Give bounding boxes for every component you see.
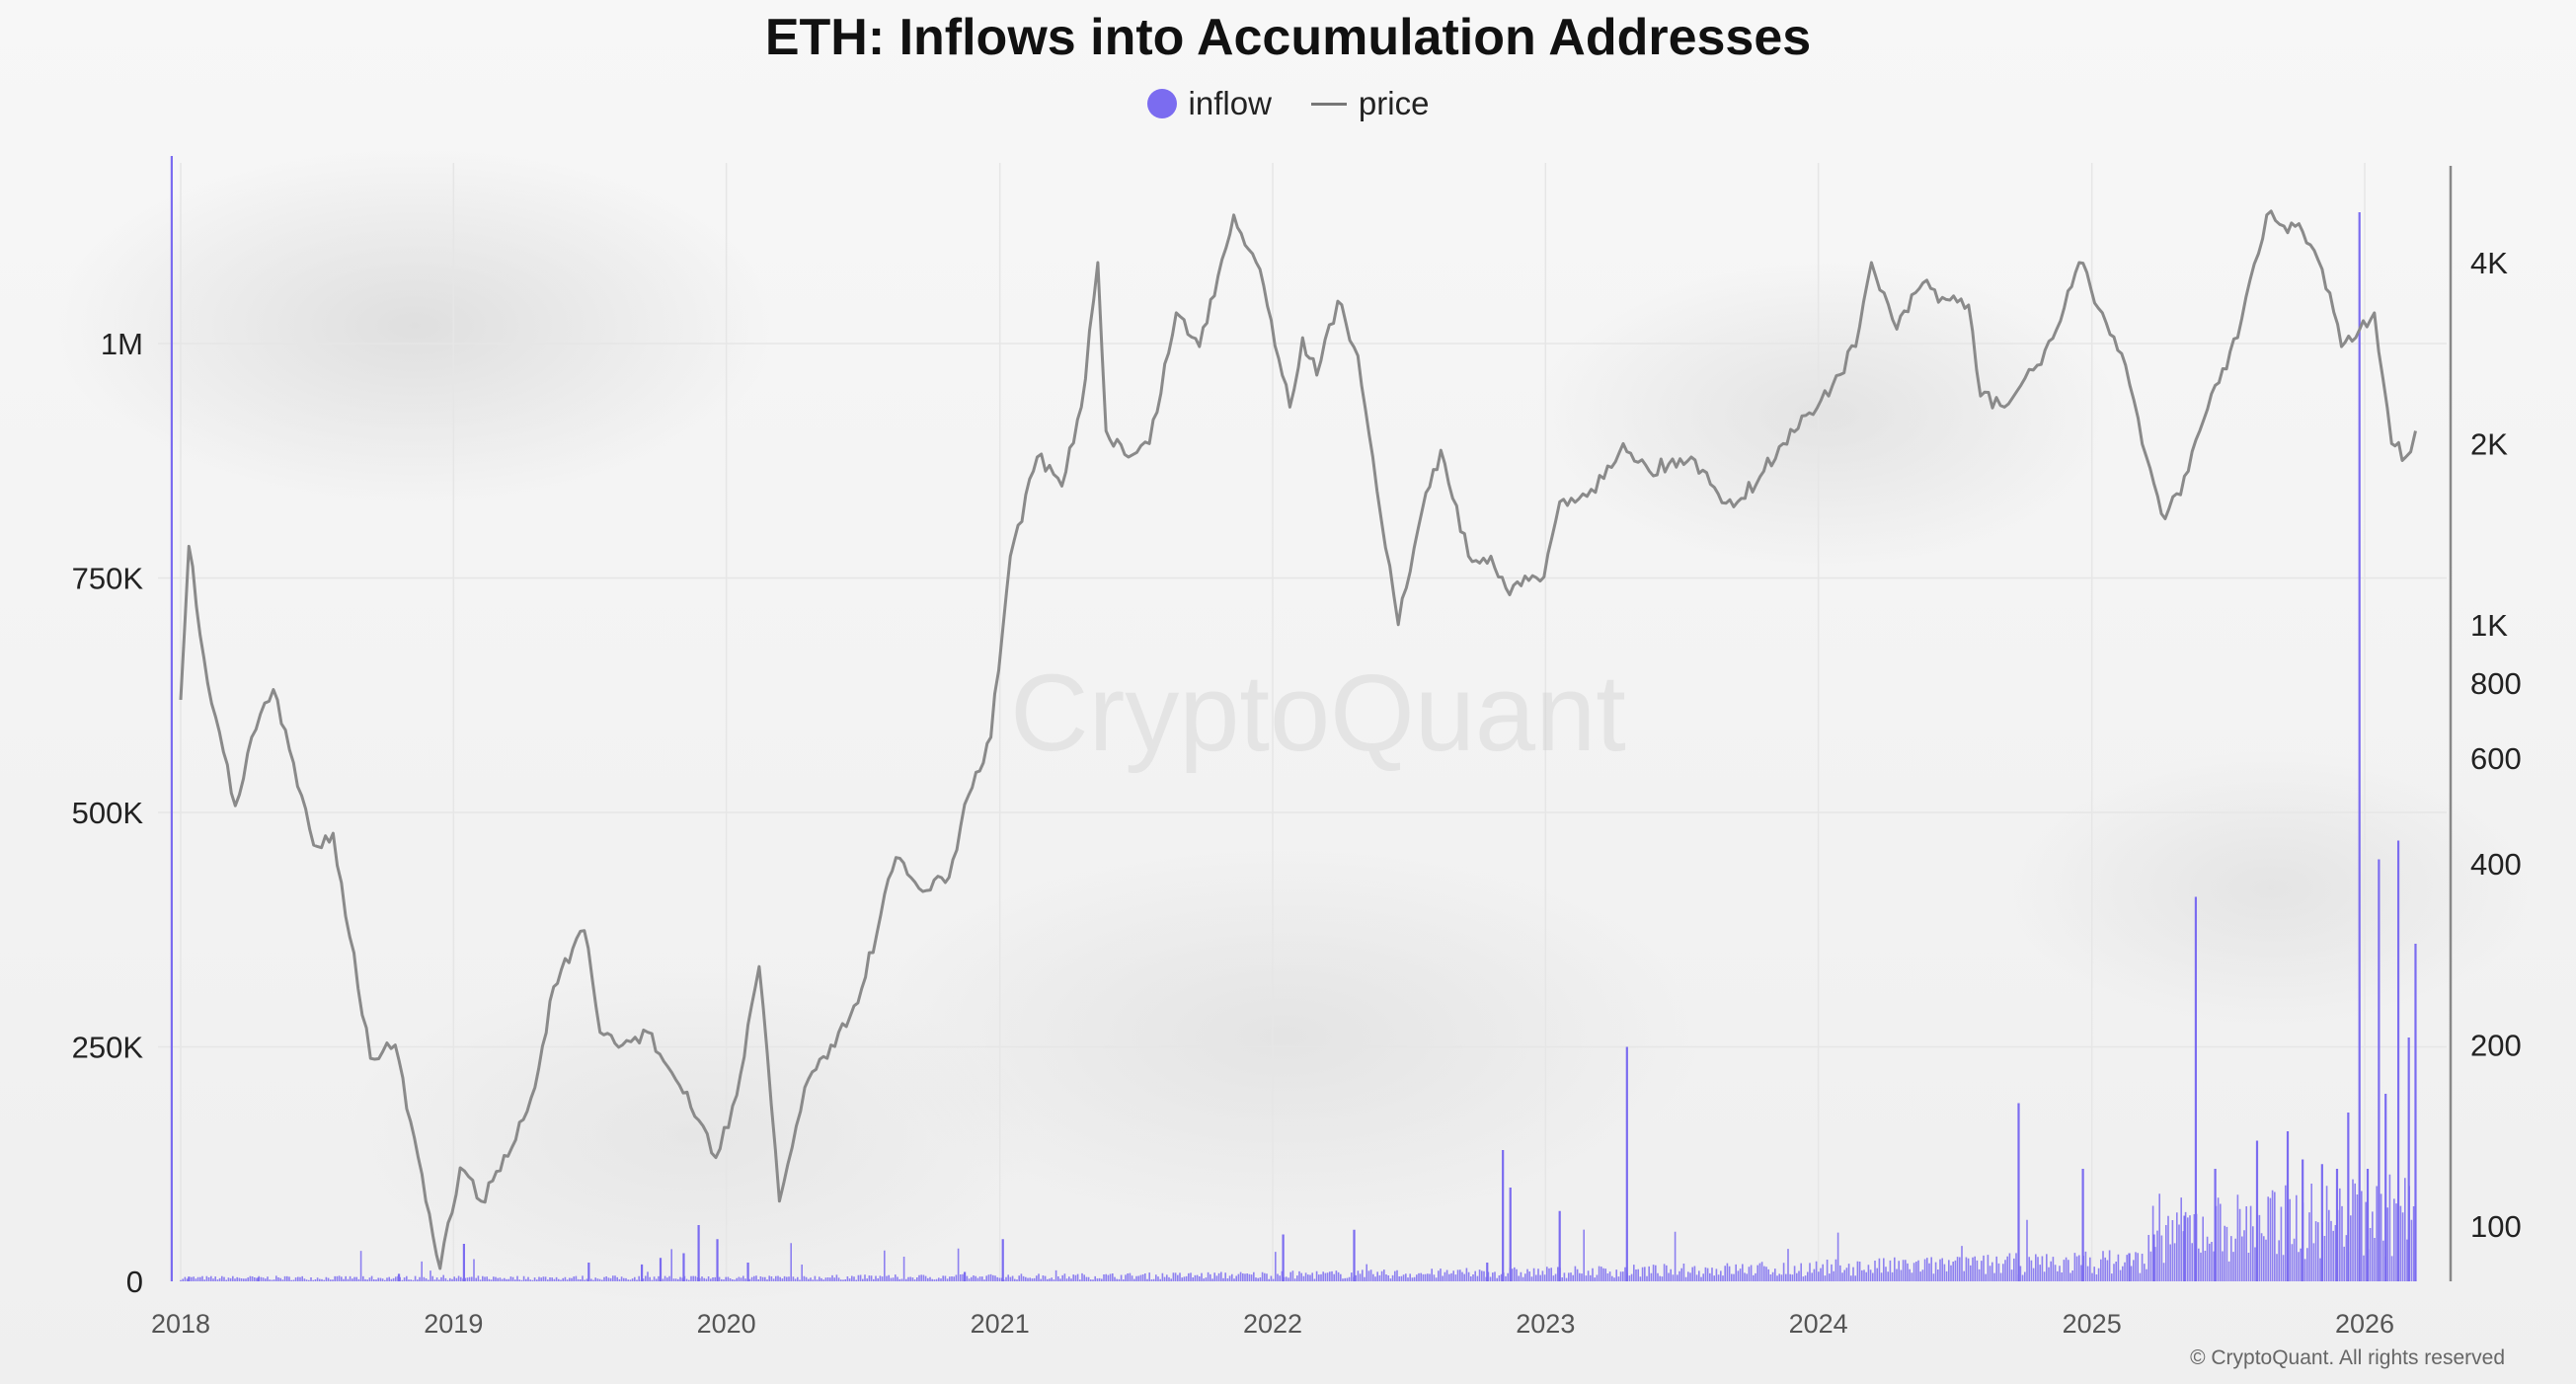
- x-tick-label-2020: 2020: [697, 1309, 756, 1339]
- legend-item-price[interactable]: price: [1310, 85, 1430, 122]
- y-right-tick-label-800: 800: [2470, 666, 2522, 701]
- y-right-tick-label-200: 200: [2470, 1029, 2522, 1063]
- y-right-tick-label-1K: 1K: [2470, 608, 2508, 643]
- legend-item-inflow[interactable]: inflow: [1146, 85, 1272, 122]
- x-tick-label-2025: 2025: [2063, 1309, 2122, 1339]
- watermark-text: CryptoQuant: [1010, 653, 1626, 774]
- y-right-tick-label-100: 100: [2470, 1209, 2522, 1244]
- y-left-tick-label-1M: 1M: [101, 327, 143, 361]
- x-tick-label-2021: 2021: [971, 1309, 1030, 1339]
- x-tick-label-2023: 2023: [1516, 1309, 1575, 1339]
- x-tick-label-2022: 2022: [1243, 1309, 1302, 1339]
- legend[interactable]: inflow price: [0, 85, 2576, 122]
- price-line: [179, 209, 2417, 1270]
- legend-label-inflow: inflow: [1188, 85, 1272, 121]
- y-left-tick-label-250K: 250K: [72, 1031, 144, 1065]
- y-right-tick-label-2K: 2K: [2470, 426, 2508, 461]
- price-swatch-line: [1310, 102, 1347, 106]
- inflow-swatch-dot: [1146, 89, 1177, 118]
- x-tick-label-2026: 2026: [2335, 1309, 2394, 1339]
- inflow-noise-bars: [180, 1174, 2415, 1281]
- y-right-tick-label-400: 400: [2470, 847, 2522, 882]
- y-left-tick-label-750K: 750K: [72, 562, 144, 596]
- chart-title: ETH: Inflows into Accumulation Addresses: [764, 9, 1812, 66]
- y-right-tick-label-600: 600: [2470, 741, 2522, 776]
- copyright-notice: © CryptoQuant. All rights reserved: [2190, 1346, 2505, 1369]
- x-tick-label-2024: 2024: [1789, 1309, 1848, 1339]
- y-left-tick-label-0: 0: [126, 1265, 143, 1299]
- x-tick-label-2019: 2019: [424, 1309, 483, 1339]
- y-right-tick-label-4K: 4K: [2470, 246, 2508, 280]
- legend-label-price: price: [1358, 85, 1430, 121]
- y-left-tick-label-500K: 500K: [72, 796, 144, 830]
- x-tick-label-2018: 2018: [151, 1309, 210, 1339]
